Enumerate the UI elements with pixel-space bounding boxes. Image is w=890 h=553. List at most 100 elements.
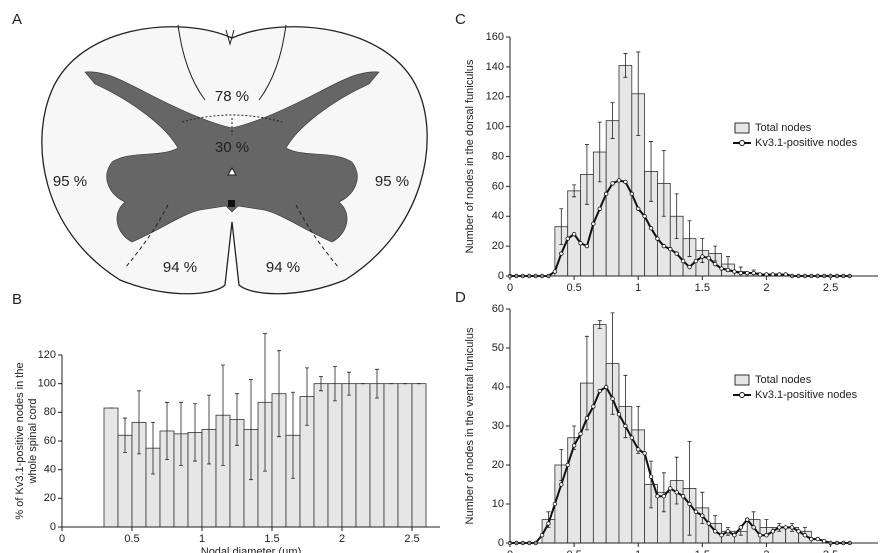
x-tick-label: 0 [59, 533, 65, 545]
bar [618, 64, 633, 277]
point [674, 490, 679, 495]
error-bar [235, 393, 239, 446]
error-bar [649, 141, 654, 202]
point [642, 214, 647, 219]
point [559, 482, 564, 487]
gray-matter [84, 71, 380, 243]
error-bar [649, 460, 654, 509]
point [616, 178, 622, 183]
point [655, 236, 660, 241]
point [597, 206, 602, 211]
dorsal-septum [177, 24, 287, 101]
x-tick-label: 2 [763, 282, 769, 294]
error-bar [221, 364, 225, 466]
point [616, 412, 622, 417]
point [552, 501, 558, 507]
point [706, 255, 711, 261]
y-tick-label: 0 [498, 270, 504, 282]
error-bar [305, 367, 309, 426]
legend-label: Kv3.1-positive nodes [755, 137, 858, 149]
point [623, 179, 628, 185]
bar [341, 383, 357, 528]
x-tick-label: 2.5 [823, 549, 838, 553]
error-bar [584, 144, 589, 205]
point [751, 525, 756, 530]
error-bar [623, 53, 628, 78]
point [603, 191, 609, 197]
y-tick-label: 60 [44, 435, 56, 447]
y-tick-label: 0 [50, 521, 56, 533]
x-tick-label: 1.5 [264, 533, 279, 545]
point [571, 231, 577, 237]
point [725, 267, 731, 273]
x-tick-label: 0 [507, 282, 513, 294]
point [700, 513, 705, 518]
error-bar [610, 102, 615, 139]
point [802, 533, 808, 538]
point [565, 236, 570, 241]
x-tick-label: 1.5 [695, 549, 710, 553]
error-bar [375, 368, 379, 399]
x-tick-label: 2.5 [404, 533, 419, 545]
point [578, 431, 583, 436]
y-tick-label: 100 [486, 121, 504, 133]
point [809, 536, 814, 542]
error-bar [137, 390, 141, 455]
legend-swatch [734, 374, 750, 386]
point [821, 538, 827, 544]
legend-label: Kv3.1-positive nodes [755, 389, 858, 401]
point [552, 269, 558, 274]
error-bar [584, 335, 589, 431]
point [700, 254, 705, 259]
error-bar [597, 320, 602, 329]
y-tick-label: 30 [492, 420, 504, 432]
dotted-border [181, 114, 283, 135]
point [732, 269, 737, 274]
x-tick-label: 1 [635, 282, 641, 294]
point [661, 243, 667, 249]
y-tick-label: 40 [492, 210, 504, 222]
point [603, 384, 609, 390]
error-bar [636, 406, 641, 454]
legend-swatch [739, 140, 745, 146]
point [706, 521, 711, 526]
y-tick-label: 120 [486, 91, 504, 103]
point [764, 533, 769, 538]
point [629, 191, 635, 197]
error-bar [123, 417, 127, 453]
y-tick-label: 60 [492, 180, 504, 192]
point [571, 443, 577, 448]
error-bar [291, 391, 295, 479]
panel-a: A 78 % 30 % 95 % 95 % 94 % 94 % [12, 11, 428, 295]
bar [369, 383, 385, 528]
error-bar [165, 401, 169, 461]
error-bar [674, 193, 679, 240]
point [668, 246, 673, 252]
point [719, 533, 724, 538]
point [732, 533, 737, 538]
x-tick-label: 0 [507, 549, 513, 553]
region-label: 95 % [53, 173, 87, 190]
y-tick-label: 0 [498, 537, 504, 549]
error-bar [559, 208, 564, 246]
region-label: 30 % [215, 139, 249, 156]
error-bar [572, 184, 577, 198]
point [668, 486, 673, 491]
bar [411, 383, 427, 528]
error-bar [193, 403, 197, 462]
bar [313, 383, 329, 528]
error-bar [687, 220, 692, 257]
error-bar [700, 491, 705, 524]
point [661, 494, 667, 499]
point [693, 509, 699, 514]
point [623, 423, 628, 429]
x-tick-label: 0.5 [124, 533, 139, 545]
point [751, 270, 756, 276]
y-tick-label: 20 [492, 240, 504, 252]
x-tick-label: 0.5 [566, 549, 581, 553]
point [719, 266, 724, 271]
anterior-spot [228, 200, 235, 207]
panel: D 0 10 20 30 40 50 60 0 0.5 1 1.5 2 2.5 Number of node… [455, 289, 878, 553]
point [712, 261, 718, 267]
point [712, 529, 718, 534]
